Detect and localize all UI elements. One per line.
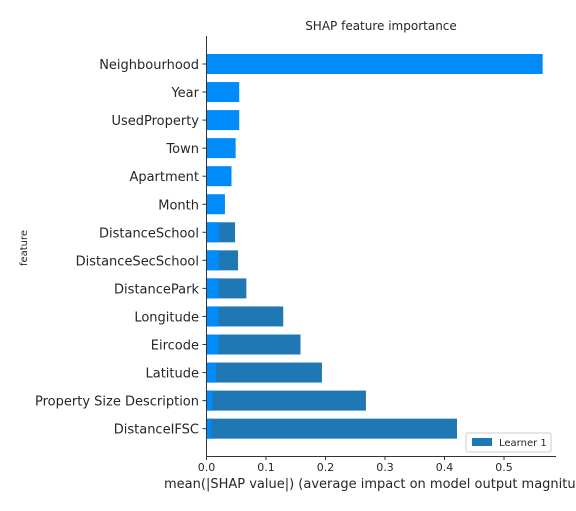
bar-overlay	[206, 54, 543, 74]
bar-learner-1	[206, 306, 284, 327]
y-tick-label: DistanceIFSC	[114, 423, 199, 438]
y-tick-label: DistanceSchool	[99, 226, 199, 241]
bar-learner-1	[206, 362, 322, 383]
y-tick-label: UsedProperty	[111, 114, 199, 129]
bar-overlay	[206, 334, 219, 355]
y-tick-label: Property Size Description	[35, 395, 199, 410]
x-tick-label: 0.4	[436, 461, 454, 474]
y-axis-label: feature	[19, 230, 30, 266]
x-tick-label: 0.0	[198, 461, 216, 474]
chart-title: SHAP feature importance	[305, 19, 457, 33]
y-tick-label: Eircode	[151, 339, 199, 354]
x-tick-label: 0.5	[495, 461, 513, 474]
bar-overlay	[206, 194, 225, 215]
bar-overlay	[206, 390, 213, 411]
bar-learner-1	[206, 390, 366, 411]
bar-overlay	[206, 362, 217, 383]
y-tick-label: Neighbourhood	[99, 58, 199, 73]
x-tick-label: 0.1	[257, 461, 275, 474]
bar-learner-1	[206, 334, 301, 355]
y-tick-labels: Neighbourhood Year UsedProperty Town Apartme…	[35, 58, 200, 438]
y-tick-label: Town	[165, 142, 199, 157]
x-axis-ticks: 0.0 0.1 0.2 0.3 0.4 0.5	[198, 456, 513, 474]
y-tick-label: Apartment	[129, 170, 199, 185]
legend-label: Learner 1	[499, 438, 547, 449]
bar-overlay	[206, 222, 219, 243]
x-axis-label: mean(|SHAP value|) (average impact on mo…	[164, 477, 576, 492]
y-tick-label: Longitude	[134, 310, 199, 325]
bar-overlay	[206, 110, 240, 131]
x-tick-label: 0.2	[317, 461, 335, 474]
bar-group	[202, 54, 543, 439]
bar-overlay	[206, 82, 240, 103]
y-tick-label: Month	[158, 198, 199, 213]
legend-swatch	[472, 438, 492, 446]
bar-overlay	[206, 138, 236, 159]
legend-frame	[465, 432, 552, 453]
x-tick-label: 0.3	[376, 461, 394, 474]
bar-overlay	[206, 166, 232, 187]
legend: Learner 1	[465, 432, 552, 453]
y-tick-label: DistanceSecSchool	[76, 254, 199, 269]
bar-learner-1	[206, 418, 457, 439]
bar-overlay	[206, 278, 219, 299]
y-tick-label: Year	[170, 86, 199, 101]
bar-overlay	[206, 418, 212, 439]
bar-overlay	[206, 250, 219, 271]
y-tick-label: DistancePark	[114, 282, 199, 297]
y-tick-label: Latitude	[145, 367, 199, 382]
bar-overlay	[206, 306, 219, 327]
